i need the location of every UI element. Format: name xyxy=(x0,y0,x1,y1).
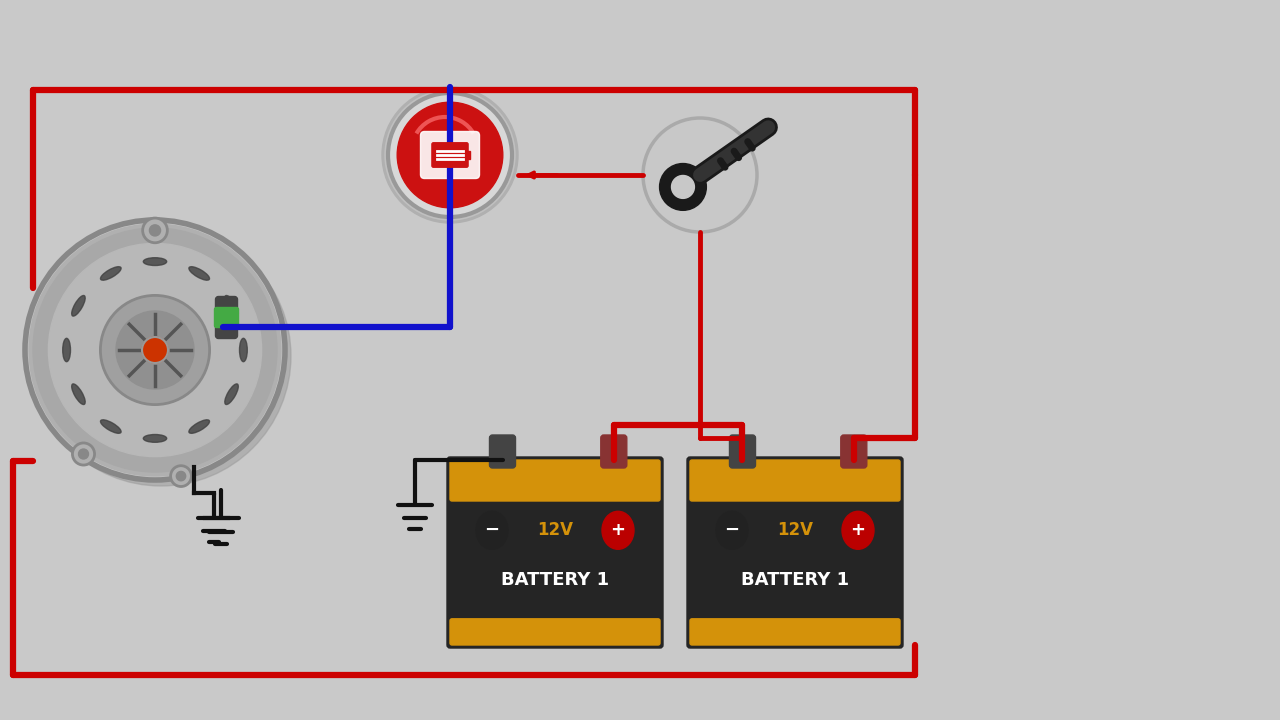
Ellipse shape xyxy=(239,338,247,361)
Ellipse shape xyxy=(143,258,166,266)
FancyBboxPatch shape xyxy=(730,435,755,468)
Circle shape xyxy=(78,449,88,459)
Text: +: + xyxy=(611,521,626,539)
FancyBboxPatch shape xyxy=(454,624,484,638)
FancyBboxPatch shape xyxy=(489,435,516,468)
FancyBboxPatch shape xyxy=(841,435,867,468)
FancyBboxPatch shape xyxy=(614,624,644,638)
Text: BATTERY 1: BATTERY 1 xyxy=(500,571,609,589)
Text: 12V: 12V xyxy=(538,521,573,539)
FancyBboxPatch shape xyxy=(690,460,900,501)
Ellipse shape xyxy=(476,511,508,549)
FancyBboxPatch shape xyxy=(573,624,604,638)
FancyBboxPatch shape xyxy=(854,624,884,638)
Circle shape xyxy=(389,94,511,216)
Text: BATTERY 1: BATTERY 1 xyxy=(741,571,849,589)
Ellipse shape xyxy=(842,511,874,549)
Circle shape xyxy=(672,176,695,199)
Circle shape xyxy=(385,90,515,220)
FancyBboxPatch shape xyxy=(694,624,724,638)
FancyBboxPatch shape xyxy=(494,624,524,638)
FancyBboxPatch shape xyxy=(733,624,764,638)
Ellipse shape xyxy=(101,420,122,433)
Ellipse shape xyxy=(63,338,70,361)
Ellipse shape xyxy=(225,295,238,316)
Ellipse shape xyxy=(72,384,86,405)
FancyBboxPatch shape xyxy=(451,460,660,501)
FancyBboxPatch shape xyxy=(215,297,238,338)
Circle shape xyxy=(26,220,285,480)
FancyBboxPatch shape xyxy=(687,457,902,648)
Circle shape xyxy=(49,243,261,456)
FancyBboxPatch shape xyxy=(431,143,468,167)
Circle shape xyxy=(150,225,160,236)
Ellipse shape xyxy=(602,511,634,549)
Circle shape xyxy=(177,472,186,481)
Circle shape xyxy=(659,163,707,210)
Text: −: − xyxy=(484,521,499,539)
Text: 12V: 12V xyxy=(777,521,813,539)
Circle shape xyxy=(31,226,291,486)
Ellipse shape xyxy=(101,266,122,280)
Circle shape xyxy=(73,443,95,465)
FancyBboxPatch shape xyxy=(451,618,660,645)
FancyBboxPatch shape xyxy=(600,435,627,468)
Circle shape xyxy=(388,93,512,217)
FancyBboxPatch shape xyxy=(447,457,663,648)
FancyBboxPatch shape xyxy=(421,132,480,179)
Ellipse shape xyxy=(189,266,210,280)
Circle shape xyxy=(142,337,168,363)
Circle shape xyxy=(170,466,192,487)
Bar xyxy=(467,150,470,159)
Circle shape xyxy=(643,118,756,232)
Ellipse shape xyxy=(225,384,238,405)
Text: +: + xyxy=(850,521,865,539)
FancyBboxPatch shape xyxy=(534,624,564,638)
Circle shape xyxy=(142,218,168,243)
FancyBboxPatch shape xyxy=(774,624,804,638)
Circle shape xyxy=(33,228,276,472)
Ellipse shape xyxy=(189,420,210,433)
Circle shape xyxy=(116,311,195,389)
FancyBboxPatch shape xyxy=(814,624,844,638)
Ellipse shape xyxy=(72,295,86,316)
Circle shape xyxy=(381,87,518,223)
FancyBboxPatch shape xyxy=(690,618,900,645)
Circle shape xyxy=(397,102,503,208)
FancyBboxPatch shape xyxy=(215,307,238,328)
Circle shape xyxy=(100,295,210,405)
Circle shape xyxy=(29,224,282,476)
Text: −: − xyxy=(724,521,740,539)
Ellipse shape xyxy=(143,434,166,442)
Ellipse shape xyxy=(716,511,748,549)
